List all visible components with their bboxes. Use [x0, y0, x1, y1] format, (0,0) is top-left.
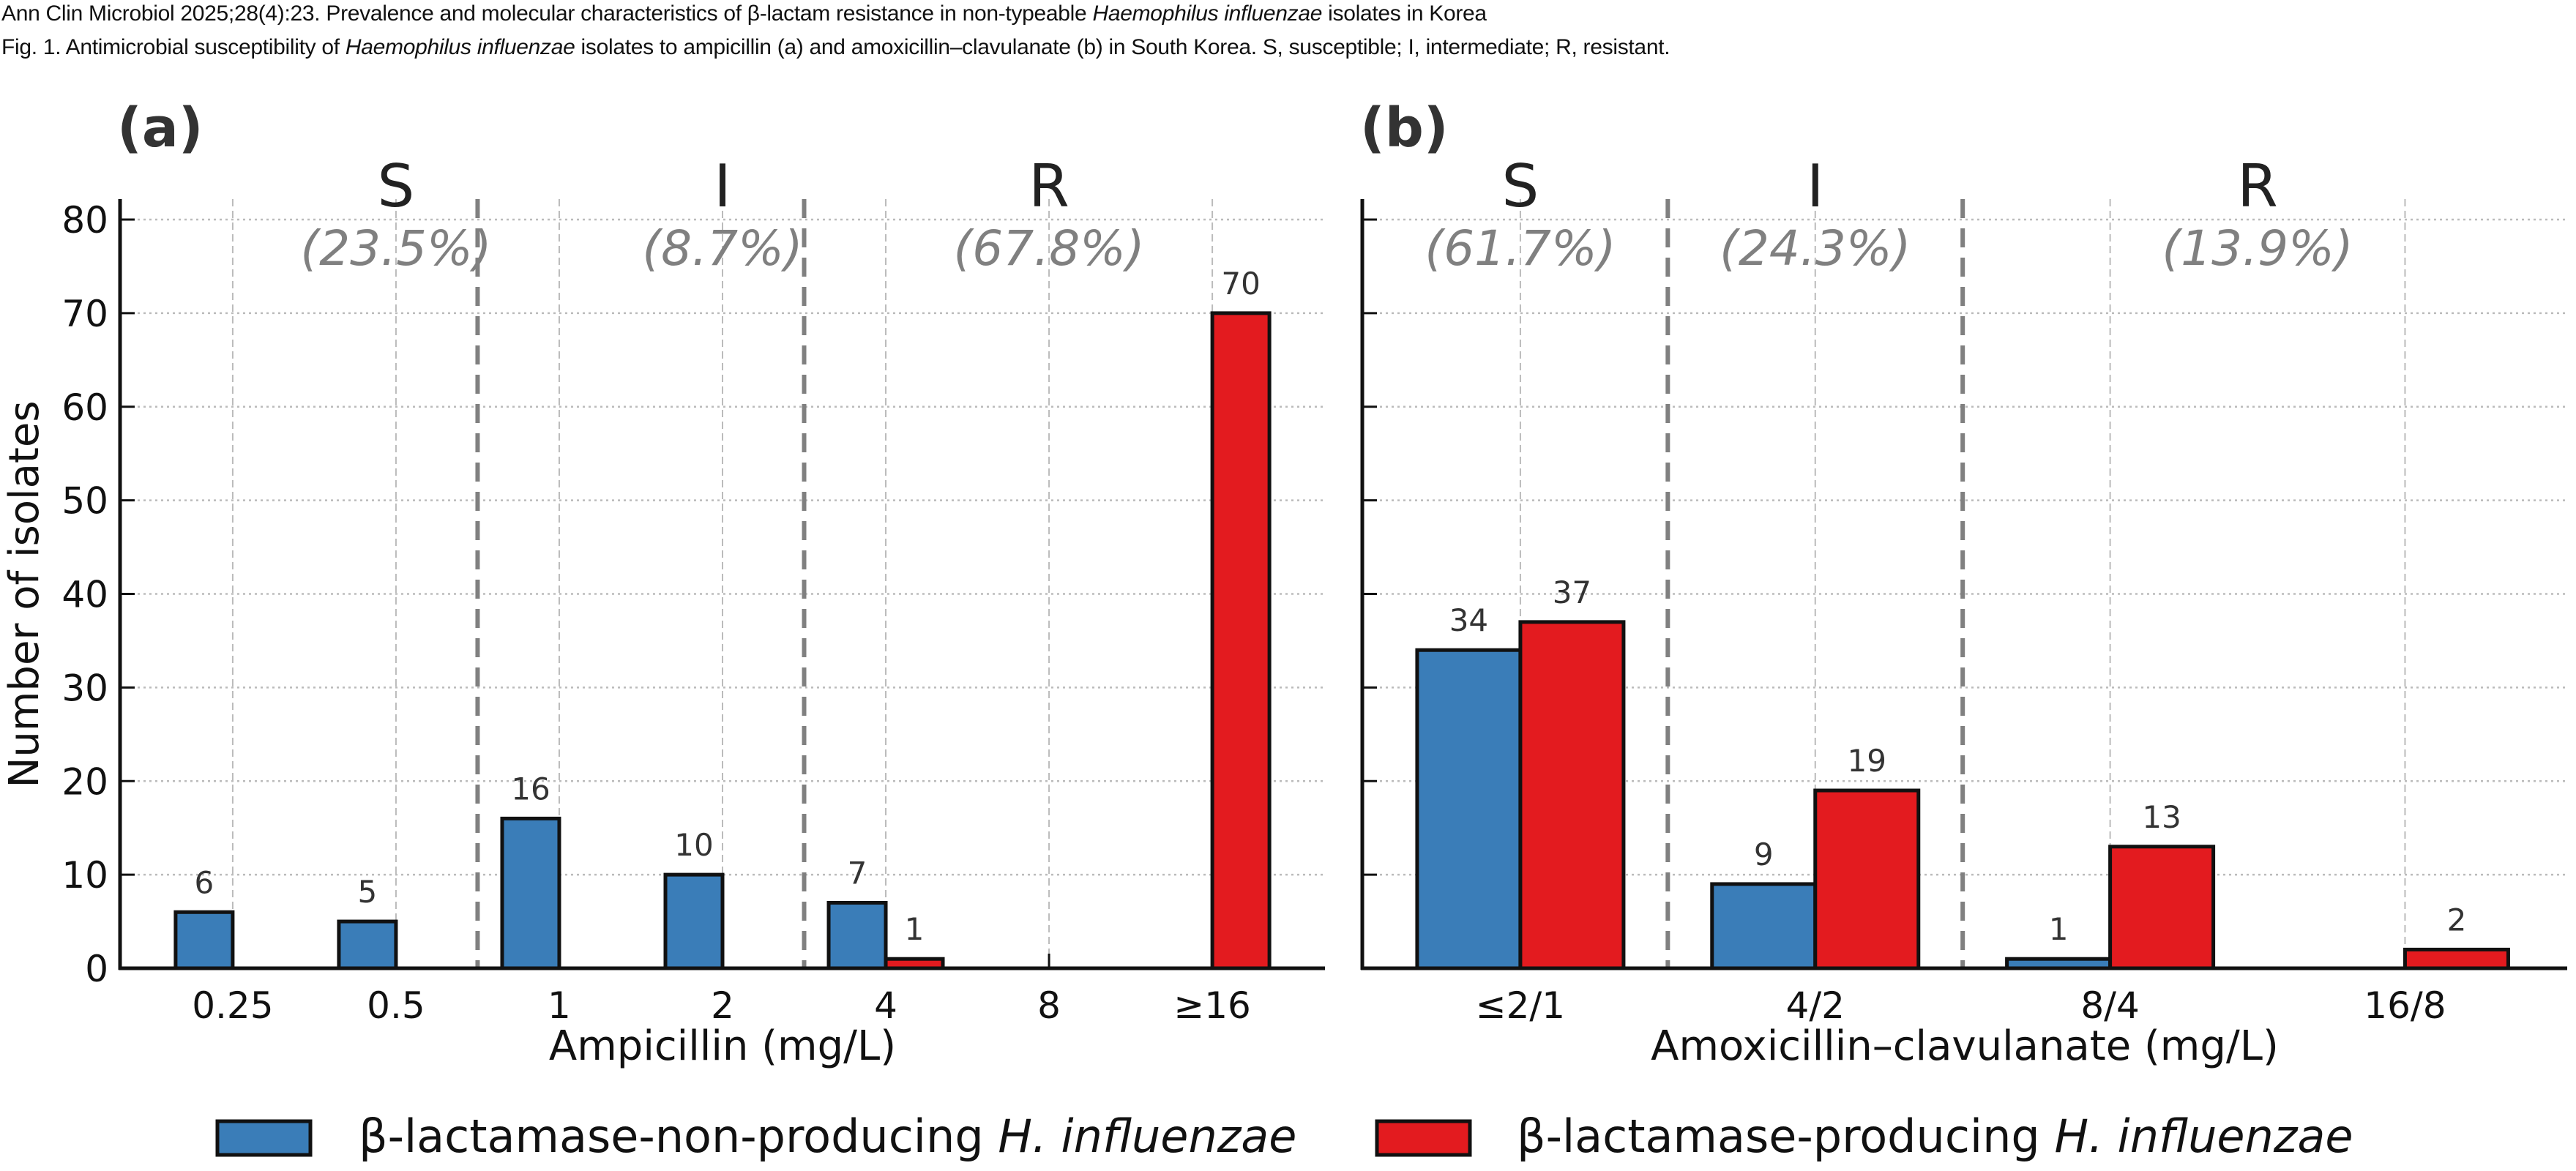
bar-non-producing: [1415, 648, 1523, 970]
legend-label: β-lactamase-non-producing H. influenzae: [359, 1110, 1296, 1163]
bar-value-label: 7: [848, 855, 867, 891]
bar-value-label: 2: [2447, 902, 2467, 938]
y-tick-label: 60: [61, 386, 108, 429]
zone-percent: (61.7%): [1425, 220, 1616, 277]
x-tick-label: 1: [548, 984, 571, 1027]
legend-item-producing: β-lactamase-producing H. influenzae: [1375, 1110, 2353, 1163]
bar-value-label: 5: [358, 874, 378, 910]
x-axis-label: Amoxicillin–clavulanate (mg/L): [1651, 1022, 2279, 1070]
citation-line: Ann Clin Microbiol 2025;28(4):23. Preval…: [1, 1, 1487, 26]
legend-label-text: β-lactamase-producing: [1517, 1110, 2055, 1163]
x-axis-label: Ampicillin (mg/L): [549, 1022, 896, 1070]
legend-label-species: H. influenzae: [2055, 1110, 2353, 1163]
y-tick-label: 80: [61, 199, 108, 242]
bar-producing: [1210, 311, 1272, 970]
panel-label: (b): [1360, 97, 1449, 160]
y-tick-label: 30: [61, 667, 108, 709]
bar-value-label: 10: [674, 827, 713, 863]
bar-non-producing: [826, 900, 888, 970]
bar-value-label: 37: [1553, 575, 1591, 610]
citation-text-end: isolates in Korea: [1322, 1, 1487, 26]
bar-value-label: 34: [1449, 602, 1488, 638]
zone-percent: (24.3%): [1720, 220, 1911, 277]
x-tick-label: 4/2: [1786, 984, 1845, 1027]
bar-value-label: 19: [1848, 743, 1886, 779]
x-tick-label: 8: [1037, 984, 1061, 1027]
bar-value-label: 6: [195, 864, 214, 900]
zone-label: S: [378, 152, 415, 220]
y-tick-label: 70: [61, 293, 108, 335]
citation-text: Ann Clin Microbiol 2025;28(4):23. Preval…: [1, 1, 1093, 26]
figure-caption: Fig. 1. Antimicrobial susceptibility of …: [1, 35, 1670, 60]
zone-label: S: [1502, 152, 1539, 220]
caption-species: Haemophilus influenzae: [345, 35, 575, 59]
bar-producing: [1518, 620, 1626, 970]
legend-swatch: [215, 1119, 313, 1157]
x-tick-label: 8/4: [2080, 984, 2139, 1027]
legend-label-species: H. influenzae: [998, 1110, 1296, 1163]
citation-species: Haemophilus influenzae: [1092, 1, 1323, 26]
legend-label: β-lactamase-producing H. influenzae: [1517, 1110, 2353, 1163]
x-tick-label: 16/8: [2364, 984, 2446, 1027]
legend-swatch: [1375, 1119, 1472, 1157]
bar-producing: [1813, 788, 1921, 970]
legend-item-non-producing: β-lactamase-non-producing H. influenzae: [215, 1110, 1296, 1163]
zone-percent: (13.9%): [2162, 220, 2353, 277]
bar-producing: [2403, 947, 2510, 970]
caption-text-end: isolates to ampicillin (a) and amoxicill…: [575, 35, 1670, 59]
bar-value-label: 13: [2142, 799, 2181, 835]
bar-value-label: 16: [511, 771, 550, 807]
y-tick-label: 20: [61, 760, 108, 803]
bar-value-label: 9: [1754, 837, 1774, 872]
zone-label: I: [714, 152, 731, 220]
zone-percent: (23.5%): [300, 220, 491, 277]
y-tick-label: 0: [85, 948, 108, 990]
x-tick-label: ≤2/1: [1476, 984, 1565, 1027]
y-tick-label: 40: [61, 574, 108, 616]
x-tick-label: 4: [874, 984, 897, 1027]
legend-label-text: β-lactamase-non-producing: [359, 1110, 998, 1163]
bar-value-label: 70: [1221, 266, 1260, 302]
panel-a: (a) 0 10 20 30 40 50 60 70 80 0.25 0.5 1 2 4 8 ≥16 6 5 16 10…: [61, 97, 1325, 1070]
caption-text: Fig. 1. Antimicrobial susceptibility of: [1, 35, 346, 59]
zone-percent: (8.7%): [642, 220, 802, 277]
legend: β-lactamase-non-producing H. influenzae β…: [215, 1110, 2353, 1163]
y-axis-label: Number of isolates: [1, 401, 48, 788]
bar-value-label: 1: [2049, 911, 2069, 947]
bar-non-producing: [500, 816, 561, 970]
zone-label: R: [1028, 152, 1069, 220]
y-tick-label: 10: [61, 854, 108, 897]
zone-label: I: [1807, 152, 1824, 220]
panel-label: (a): [117, 97, 204, 160]
bar-non-producing: [173, 910, 235, 970]
panel-b: (b) ≤2/1 4/2 8/4 16/8 34 9 1 37 19 13 2 S(61.7%) I(24…: [1360, 97, 2567, 1070]
bar-value-label: 1: [905, 911, 925, 947]
zone-label: R: [2237, 152, 2278, 220]
bar-non-producing: [1710, 882, 1818, 970]
bar-non-producing: [337, 919, 398, 970]
x-tick-label: 2: [711, 984, 734, 1027]
bar-producing: [2108, 845, 2216, 970]
x-tick-label: 0.5: [367, 984, 425, 1027]
bar-non-producing: [663, 872, 725, 970]
x-tick-label: 0.25: [192, 984, 273, 1027]
y-tick-label: 50: [61, 480, 108, 523]
x-tick-label: ≥16: [1173, 984, 1251, 1027]
zone-percent: (67.8%): [953, 220, 1144, 277]
